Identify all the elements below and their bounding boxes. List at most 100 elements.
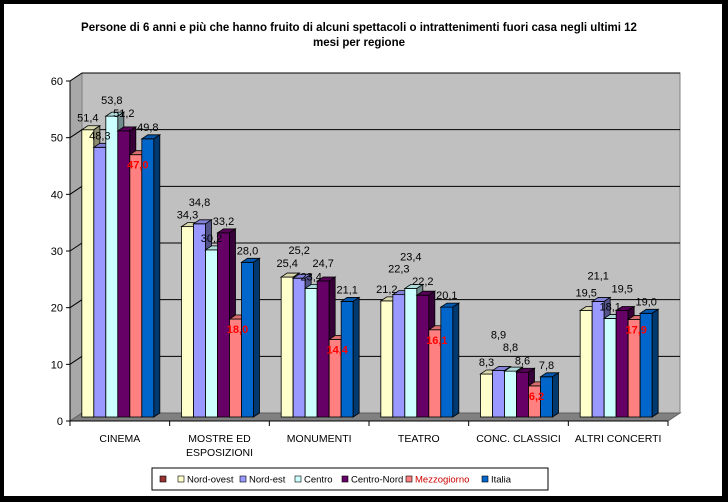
bar-nord-est [392, 294, 406, 418]
bar-italia [340, 301, 354, 418]
gridline-depth [69, 129, 83, 139]
gridline-depth [69, 299, 83, 309]
data-label: 34,8 [189, 197, 210, 209]
legend-swatch-nord-est [239, 475, 247, 483]
bar-centro [504, 370, 517, 418]
y-tick-label: 40 [51, 189, 63, 201]
data-labels: 47,0 18,0 14,4 16,1 6,2 17,9 7,8 8,3 8,68,88,9 18… [77, 95, 657, 403]
data-label: 21,2 [376, 284, 397, 296]
bar-nord-est [292, 277, 306, 418]
legend-swatch-italia [481, 475, 489, 483]
chart-frame: Persone di 6 anni e più che hanno fruito… [4, 4, 722, 496]
chart-title: Persone di 6 anni e più che hanno fruito… [81, 22, 637, 49]
data-label: 8,6 [515, 355, 530, 367]
data-label: 18,1 [599, 301, 620, 313]
data-label: 51,2 [113, 108, 134, 120]
x-category-label: ALTRI CONCERTI [575, 433, 662, 445]
legend: Nord-ovest Nord-est Centro Centro-Nord Mezzo… [151, 467, 549, 491]
data-label: 51,4 [77, 113, 98, 125]
axes: 0 10 20 30 40 50 60 CINEMA MOSTRE ED ESPOSIZIONI M… [51, 76, 669, 459]
data-label: 49,8 [137, 122, 158, 134]
data-label: 14,4 [326, 344, 348, 356]
data-label: 19,0 [635, 296, 656, 308]
bar-nord-est [193, 223, 206, 418]
data-label: 6,2 [529, 391, 544, 403]
data-label: 25,2 [288, 245, 309, 257]
data-label: 20,1 [436, 290, 457, 302]
data-label: 17,9 [625, 325, 646, 337]
data-label: 24,7 [312, 258, 333, 270]
legend-marker-extra [159, 475, 167, 483]
x-category-label: MOSTRE ED [188, 433, 251, 445]
data-label: 34,3 [177, 210, 198, 222]
data-label: 22,2 [412, 276, 433, 288]
bars [80, 111, 660, 418]
legend-box [151, 467, 549, 491]
bar-nord-ovest [181, 226, 194, 418]
data-label: 21,1 [587, 270, 608, 282]
data-label: 23,4 [400, 251, 421, 263]
bar-side [253, 257, 260, 418]
bar-nord-est [492, 370, 505, 418]
bar-nord-ovest [81, 129, 95, 418]
bar-centro [404, 287, 418, 418]
x-category-label: ESPOSIZIONI [186, 447, 253, 459]
bar-nord-ovest [280, 276, 294, 418]
chart: Persone di 6 anni e più che hanno fruito… [51, 22, 682, 491]
bar-nord-est [591, 301, 605, 418]
data-label: 30,2 [201, 233, 222, 245]
data-label: 19,5 [575, 288, 596, 300]
bar-centro [105, 115, 119, 418]
bar-centro-nord [416, 294, 430, 418]
data-label: 28,0 [237, 245, 258, 257]
y-tick-label: 30 [51, 246, 63, 258]
data-label: 53,8 [101, 95, 122, 107]
data-label: 47,0 [127, 160, 148, 172]
bar-centro-nord [516, 371, 529, 418]
x-category-label: MONUMENTI [287, 433, 352, 445]
legend-label: Centro [304, 475, 333, 486]
data-label: 48,3 [89, 130, 110, 142]
bar-italia [141, 138, 155, 418]
chart-title-line-1: Persone di 6 anni e più che hanno fruito… [81, 22, 637, 34]
bar-centro-nord [117, 130, 131, 418]
data-label: 16,1 [426, 335, 447, 347]
chart-title-line-2: mesi per regione [313, 37, 405, 49]
data-label: 7,8 [539, 360, 554, 372]
gridline-depth [69, 72, 83, 82]
gridline-depth [69, 242, 83, 252]
data-label: 25,4 [276, 258, 297, 270]
legend-swatch-centro [294, 475, 302, 483]
legend-label: Nord-est [249, 475, 286, 486]
bar-side [552, 372, 559, 418]
x-category-label: CINEMA [99, 433, 140, 445]
data-label: 22,3 [388, 264, 409, 276]
gridline-depth [69, 185, 83, 195]
bar-mezzogiorno [129, 154, 143, 418]
x-category-label: TEATRO [398, 433, 440, 445]
legend-label: Italia [491, 475, 512, 486]
bar-side [452, 302, 460, 418]
bar-italia [440, 306, 454, 418]
data-label: 33,2 [213, 216, 234, 228]
legend-label: Mezzogiorno [415, 475, 469, 486]
gridline-depth [69, 355, 83, 365]
bar-nord-ovest [380, 300, 394, 418]
bar-nord-ovest [480, 373, 493, 418]
bar-nord-ovest [579, 310, 593, 418]
bar-centro [603, 318, 617, 418]
data-label: 8,9 [491, 330, 506, 342]
y-tick-label: 10 [51, 359, 63, 371]
data-label: 23,4 [300, 271, 321, 283]
y-tick-label: 60 [51, 76, 63, 88]
bar-centro [304, 287, 318, 418]
legend-swatch-mezzogiorno [405, 475, 413, 483]
data-label: 21,1 [336, 284, 357, 296]
bar-side [352, 296, 360, 418]
data-label: 8,3 [479, 357, 494, 369]
legend-swatch-centro-nord [341, 475, 349, 483]
y-tick-label: 0 [57, 416, 63, 428]
bar-nord-est [93, 146, 107, 418]
bar-centro [205, 249, 218, 418]
data-label: 18,0 [227, 324, 248, 336]
